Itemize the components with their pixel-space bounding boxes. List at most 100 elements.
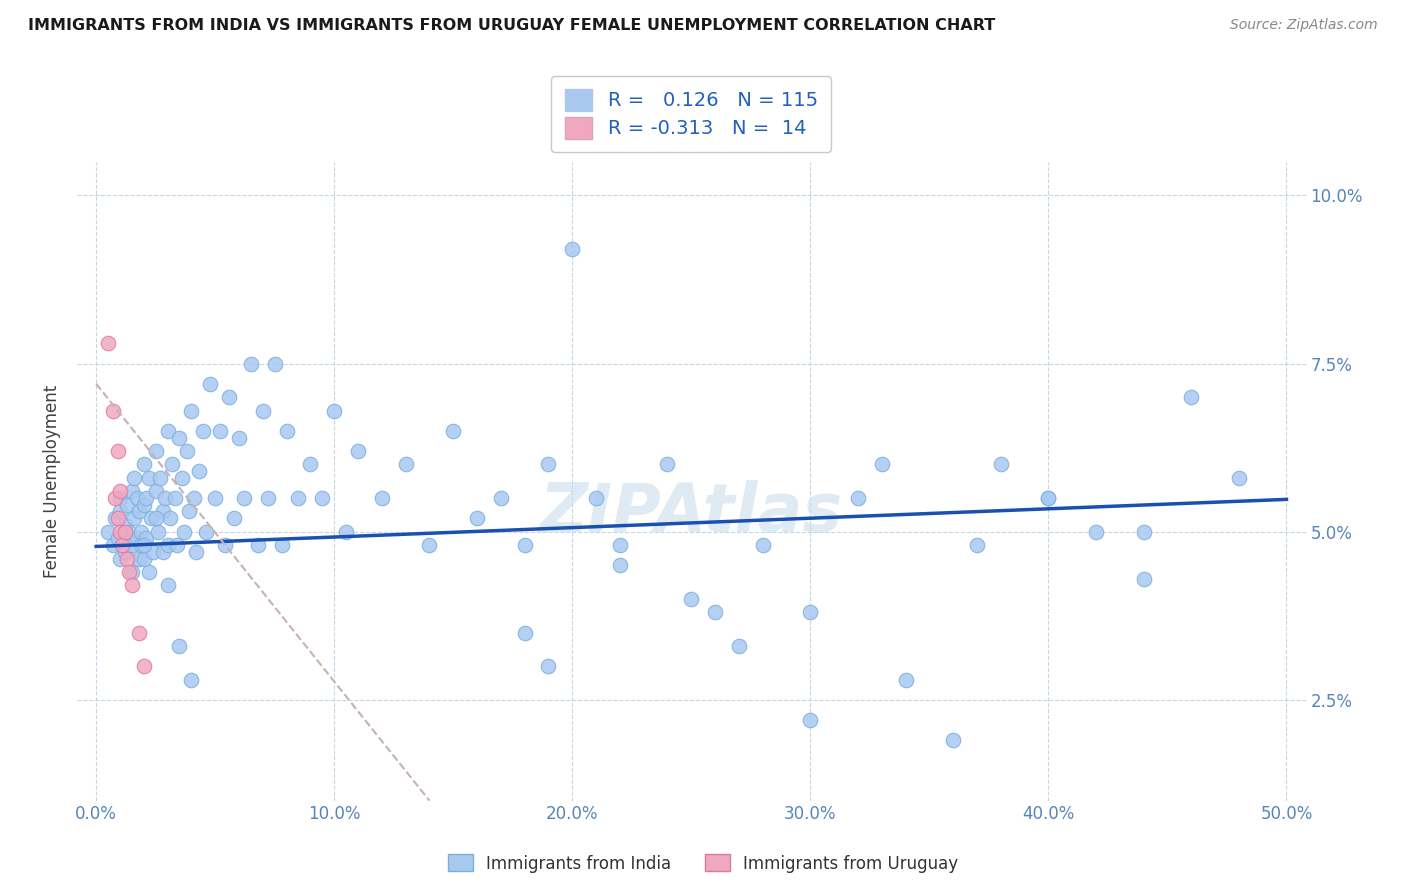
- Point: [537, 659, 560, 673]
- Point: [138, 471, 160, 485]
- Point: [142, 545, 165, 559]
- Point: [751, 538, 773, 552]
- Point: [799, 605, 821, 619]
- Text: Source: ZipAtlas.com: Source: ZipAtlas.com: [1230, 18, 1378, 32]
- Point: [132, 458, 155, 472]
- Point: [657, 458, 679, 472]
- Point: [276, 424, 298, 438]
- Point: [101, 403, 124, 417]
- Point: [132, 659, 155, 673]
- Point: [115, 498, 138, 512]
- Y-axis label: Female Unemployment: Female Unemployment: [44, 384, 60, 578]
- Point: [162, 458, 184, 472]
- Point: [513, 538, 536, 552]
- Point: [704, 605, 727, 619]
- Point: [214, 538, 236, 552]
- Point: [114, 524, 136, 539]
- Point: [156, 538, 179, 552]
- Point: [146, 524, 169, 539]
- Point: [465, 511, 488, 525]
- Point: [108, 484, 131, 499]
- Point: [128, 625, 150, 640]
- Point: [1038, 491, 1060, 505]
- Point: [122, 511, 145, 525]
- Point: [180, 673, 202, 687]
- Point: [193, 424, 215, 438]
- Point: [107, 532, 129, 546]
- Point: [256, 491, 278, 505]
- Point: [1132, 524, 1154, 539]
- Point: [128, 551, 150, 566]
- Point: [1038, 491, 1060, 505]
- Point: [121, 484, 143, 499]
- Point: [118, 524, 141, 539]
- Point: [128, 504, 150, 518]
- Point: [156, 578, 179, 592]
- Point: [990, 458, 1012, 472]
- Point: [139, 511, 162, 525]
- Point: [263, 357, 285, 371]
- Point: [247, 538, 270, 552]
- Point: [187, 464, 209, 478]
- Point: [218, 390, 240, 404]
- Point: [609, 558, 631, 573]
- Point: [585, 491, 607, 505]
- Point: [1180, 390, 1202, 404]
- Point: [153, 491, 176, 505]
- Point: [145, 444, 167, 458]
- Point: [232, 491, 254, 505]
- Point: [163, 491, 186, 505]
- Point: [122, 471, 145, 485]
- Point: [489, 491, 512, 505]
- Point: [131, 538, 153, 552]
- Point: [118, 565, 141, 579]
- Point: [1085, 524, 1108, 539]
- Point: [966, 538, 988, 552]
- Point: [239, 357, 262, 371]
- Point: [138, 565, 160, 579]
- Text: ZIPAtlas: ZIPAtlas: [540, 480, 842, 546]
- Point: [1132, 572, 1154, 586]
- Point: [323, 403, 346, 417]
- Point: [173, 524, 195, 539]
- Point: [228, 430, 250, 444]
- Point: [121, 538, 143, 552]
- Point: [108, 551, 131, 566]
- Point: [132, 498, 155, 512]
- Point: [418, 538, 440, 552]
- Point: [107, 511, 129, 525]
- Point: [135, 532, 157, 546]
- Point: [170, 471, 193, 485]
- Point: [799, 713, 821, 727]
- Point: [107, 444, 129, 458]
- Point: [132, 551, 155, 566]
- Point: [846, 491, 869, 505]
- Point: [169, 639, 191, 653]
- Point: [156, 424, 179, 438]
- Point: [537, 458, 560, 472]
- Point: [208, 424, 231, 438]
- Point: [252, 403, 274, 417]
- Point: [513, 625, 536, 640]
- Point: [104, 491, 127, 505]
- Point: [1227, 471, 1250, 485]
- Point: [200, 376, 222, 391]
- Legend: R =   0.126   N = 115, R = -0.313   N =  14: R = 0.126 N = 115, R = -0.313 N = 14: [551, 76, 831, 153]
- Point: [152, 545, 174, 559]
- Point: [97, 336, 120, 351]
- Point: [121, 565, 143, 579]
- Point: [311, 491, 333, 505]
- Point: [114, 517, 136, 532]
- Legend: Immigrants from India, Immigrants from Uruguay: Immigrants from India, Immigrants from U…: [441, 847, 965, 880]
- Point: [166, 538, 188, 552]
- Point: [194, 524, 217, 539]
- Point: [101, 538, 124, 552]
- Point: [870, 458, 893, 472]
- Point: [159, 511, 181, 525]
- Point: [609, 538, 631, 552]
- Point: [108, 491, 131, 505]
- Point: [114, 545, 136, 559]
- Point: [561, 242, 583, 256]
- Point: [132, 538, 155, 552]
- Point: [121, 578, 143, 592]
